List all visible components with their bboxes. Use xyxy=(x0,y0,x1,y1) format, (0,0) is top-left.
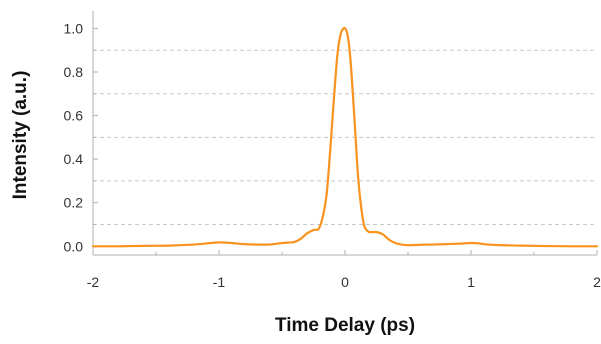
y-tick-label: 1.0 xyxy=(64,20,84,36)
x-tick-label: 2 xyxy=(593,274,601,290)
tick-labels: 0.0 0.2 0.4 0.6 0.8 1.0 -2 -1 0 1 2 xyxy=(64,20,601,290)
y-tick-label: 0.4 xyxy=(64,151,84,167)
y-tick-label: 0.8 xyxy=(64,64,84,80)
x-tick-label: 0 xyxy=(341,274,349,290)
series-layer xyxy=(91,26,599,248)
axes xyxy=(92,11,598,256)
y-tick-label: 0.6 xyxy=(64,108,84,124)
series-line xyxy=(91,26,599,248)
y-tick-label: 0.0 xyxy=(64,238,84,254)
x-tick-label: 1 xyxy=(467,274,475,290)
y-tick-label: 0.2 xyxy=(64,195,84,211)
grid-lines xyxy=(93,49,597,225)
x-tick-label: -1 xyxy=(213,274,226,290)
x-tick-label: -2 xyxy=(87,274,100,290)
y-axis-title: Intensity (a.u.) xyxy=(10,71,31,200)
x-axis-title: Time Delay (ps) xyxy=(275,315,415,336)
